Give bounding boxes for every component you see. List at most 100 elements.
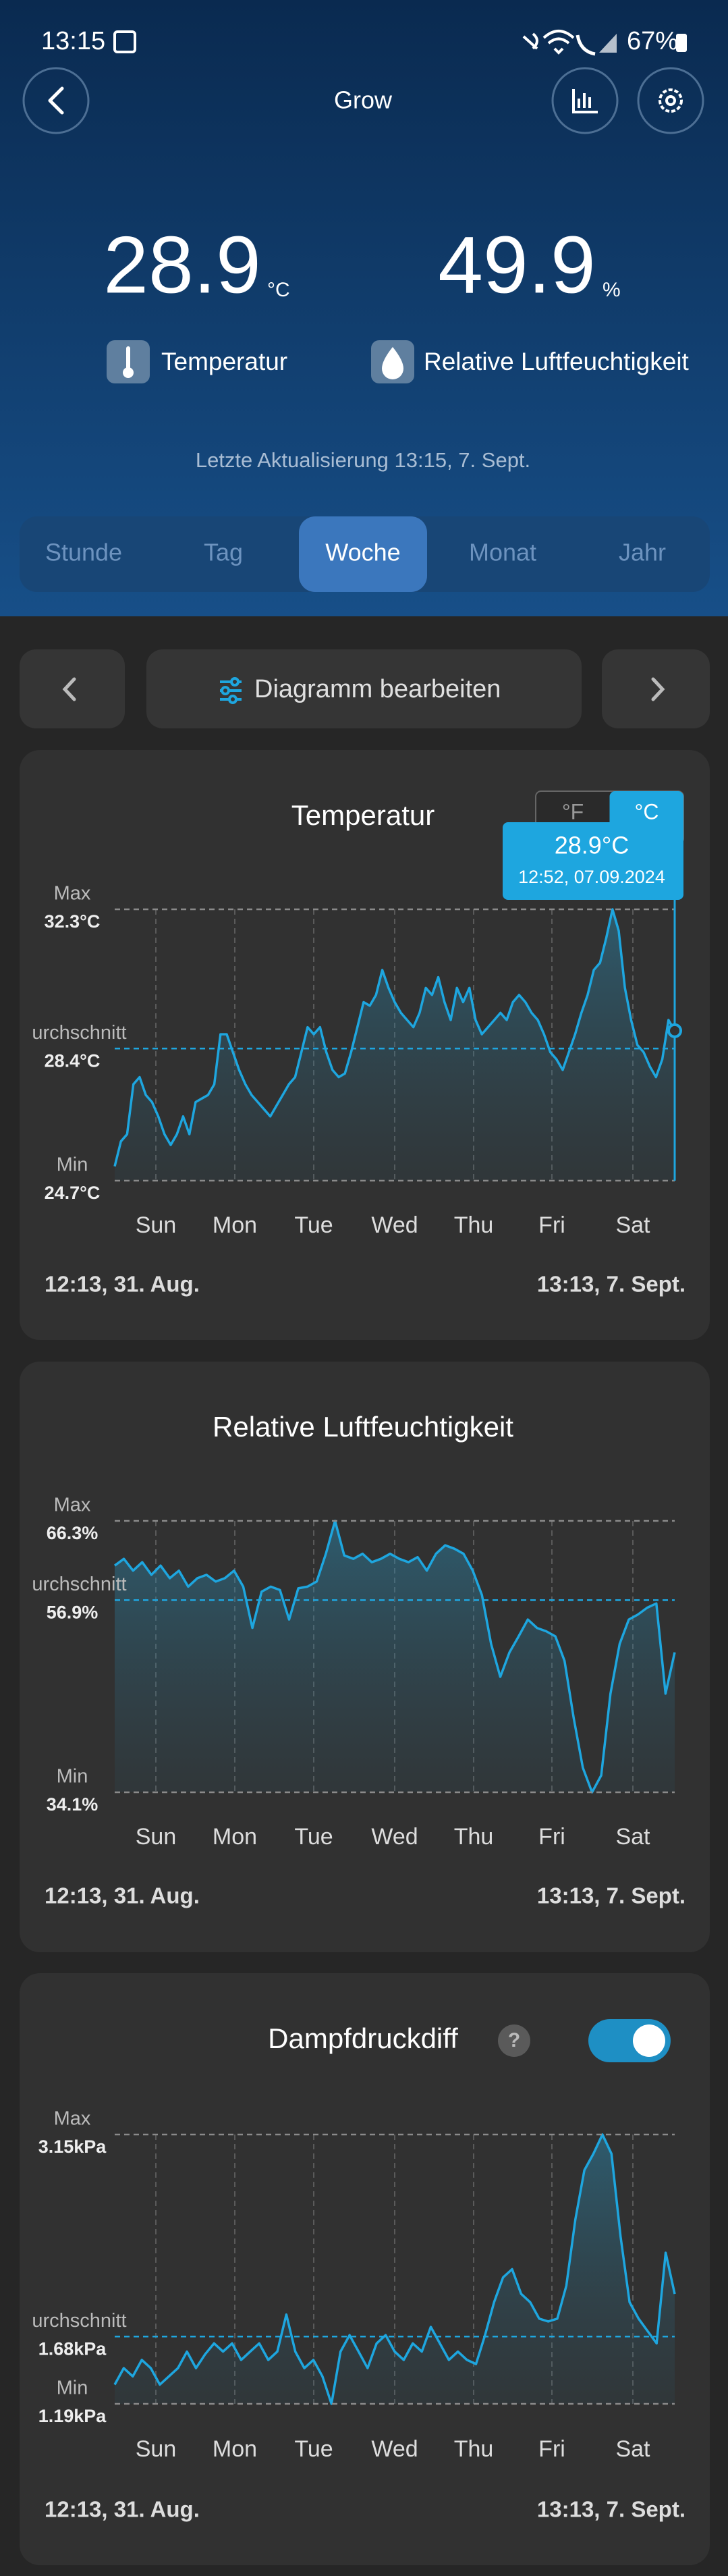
tab-label[interactable]: Woche (325, 539, 400, 566)
edit-button[interactable] (146, 649, 582, 728)
back-button[interactable] (22, 67, 90, 134)
tooltip-time: 12:52, 07.09.2024 (518, 867, 665, 887)
ref-line-name: Durchschnitt (18, 1022, 126, 1044)
day-label: Tue (294, 1824, 333, 1850)
ref-line-value: 1.19kPa (38, 2406, 107, 2426)
status-time: 13:15 (41, 27, 105, 55)
back-icon (48, 86, 64, 115)
help-icon[interactable] (498, 2024, 530, 2057)
day-label: Sat (615, 2436, 650, 2462)
tooltip-value: 28.9°C (555, 832, 629, 859)
tab-label[interactable]: Monat (469, 539, 536, 566)
signal-icon (599, 34, 617, 53)
range-start: 12:13, 31. Aug. (45, 2497, 200, 2522)
ref-line-value: 56.9% (47, 1602, 99, 1622)
ref-line-value: 34.1% (47, 1794, 99, 1815)
ref-line-name: Max (54, 1495, 91, 1516)
day-label: Mon (213, 1212, 257, 1238)
humidity-label: Relative Luftfeuchtigkeit (424, 348, 690, 375)
header-background (0, 0, 728, 616)
wifi-icon (542, 30, 575, 55)
unit-option[interactable]: °F (562, 799, 584, 824)
ref-line-name: Durchschnitt (18, 2310, 126, 2332)
ref-line-name: Max (54, 883, 91, 905)
help-glyph[interactable]: ? (508, 2029, 520, 2051)
edit-label: Diagramm bearbeiten (254, 675, 501, 703)
range-end: 13:13, 7. Sept. (537, 2497, 685, 2522)
day-label: Sat (615, 1212, 650, 1238)
ref-line-name: Min (57, 1154, 88, 1176)
data-line (113, 2133, 676, 2405)
ref-line-value: 32.3°C (45, 911, 101, 932)
day-label: Mon (213, 1824, 257, 1850)
day-label: Tue (294, 1212, 333, 1238)
switch-knob[interactable] (633, 2024, 665, 2057)
ref-line-value: 1.68kPa (38, 2338, 107, 2359)
day-label: Wed (371, 1212, 418, 1238)
drop (382, 347, 403, 379)
temperature-value: 28.9 (103, 220, 261, 311)
range-end: 13:13, 7. Sept. (537, 1272, 685, 1297)
chart-title: Relative Luftfeuchtigkeit (213, 1411, 513, 1443)
ref-line-name: Durchschnitt (18, 1574, 126, 1595)
day-label: Wed (371, 1824, 418, 1850)
settings-button[interactable] (637, 67, 704, 134)
ref-line-value: 28.4°C (45, 1050, 101, 1071)
last-update: Letzte Aktualisierung 13:15, 7. Sept. (196, 448, 530, 472)
mute-icon (522, 32, 538, 50)
range-start: 12:13, 31. Aug. (45, 1272, 200, 1297)
ref-line-value: 3.15kPa (38, 2137, 107, 2157)
tab-selected[interactable] (299, 516, 427, 592)
settings-icon-center (665, 95, 676, 106)
day-label: Sat (615, 1824, 650, 1850)
ref-line-name: Min (57, 1766, 88, 1788)
data-area (115, 909, 675, 1181)
temperature-label: Temperatur (161, 348, 287, 375)
next-icon (651, 677, 665, 701)
day-label: Sun (136, 1824, 177, 1850)
range-start: 12:13, 31. Aug. (45, 1883, 200, 1908)
unit-option[interactable]: °C (635, 799, 659, 824)
ref-line-value: 24.7°C (45, 1183, 101, 1203)
humidity-value: 49.9 (438, 220, 596, 311)
tab-label[interactable]: Tag (204, 539, 243, 566)
day-label: Mon (213, 2436, 257, 2462)
data-line (113, 1520, 676, 1794)
range-end: 13:13, 7. Sept. (537, 1883, 685, 1908)
day-label: Fri (538, 1212, 565, 1238)
thermometer-bulb (123, 367, 134, 378)
next-button[interactable] (602, 649, 710, 728)
ref-line-name: Min (57, 2378, 88, 2399)
header-title: Grow (334, 86, 393, 114)
chart-title: Dampfdruckdiff (268, 2022, 458, 2054)
ref-line-name: Max (54, 2108, 91, 2130)
call-icon (576, 34, 596, 56)
day-label: Thu (454, 2436, 494, 2462)
edit-icon-knob (228, 695, 237, 704)
gallery-icon (113, 30, 136, 53)
battery-icon (676, 34, 687, 52)
day-label: Fri (538, 1824, 565, 1850)
prev-icon (62, 677, 76, 701)
edit-icon-knob (230, 677, 240, 687)
settings-icon (659, 88, 683, 113)
prev-button[interactable] (20, 649, 125, 728)
day-label: Wed (371, 2436, 418, 2462)
stats-button[interactable] (551, 67, 619, 134)
tab-label[interactable]: Stunde (45, 539, 122, 566)
day-label: Fri (538, 2436, 565, 2462)
day-label: Thu (454, 1212, 494, 1238)
edit-icon-knob (221, 686, 230, 695)
tab-label[interactable]: Jahr (619, 539, 666, 566)
day-label: Tue (294, 2436, 333, 2462)
stats-icon (572, 89, 598, 113)
humidity-unit: % (603, 279, 621, 301)
chart-card (20, 1973, 710, 2565)
temperature-unit: °C (267, 279, 290, 301)
cursor-point (667, 1023, 682, 1038)
ref-line-value: 66.3% (47, 1523, 99, 1543)
day-label: Sun (136, 2436, 177, 2462)
chart-title: Temperatur (291, 799, 435, 831)
